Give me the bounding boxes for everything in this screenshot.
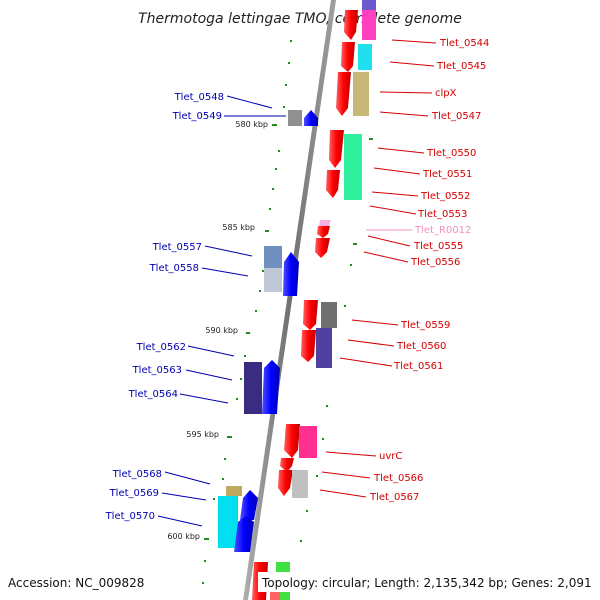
gene-label: Tlet_0558 — [149, 263, 199, 274]
position-ticks — [202, 40, 373, 584]
gene-box — [244, 362, 262, 414]
gene-label: Tlet_0570 — [105, 511, 155, 522]
gene-label: Tlet_0561 — [393, 361, 443, 372]
gene-label: Tlet_0568 — [112, 469, 162, 480]
gene-box — [353, 72, 369, 116]
gene-arrow — [341, 42, 355, 72]
kbp-label: 580 kbp — [235, 120, 268, 129]
gene-arrow — [329, 130, 344, 168]
reverse-genes — [218, 110, 318, 552]
right-leaders — [319, 39, 437, 498]
gene-label: Tlet_0563 — [132, 365, 182, 376]
gene-arrow — [303, 300, 318, 330]
gene-label: Tlet_0552 — [420, 191, 470, 202]
gene-label: Tlet_0562 — [136, 342, 186, 353]
gene-label: Tlet_R0012 — [414, 225, 471, 236]
gene-box — [288, 110, 302, 126]
accession-text: Accession: NC_009828 — [8, 576, 144, 590]
gene-label: Tlet_0567 — [369, 492, 419, 503]
gene-box — [358, 44, 372, 70]
kbp-label: 585 kbp — [222, 223, 255, 232]
gene-label: clpX — [435, 88, 457, 99]
gene-label: Tlet_0559 — [400, 320, 450, 331]
gene-box — [218, 496, 238, 548]
gene-label: Tlet_0566 — [373, 473, 423, 484]
gene-label: Tlet_0547 — [431, 111, 481, 122]
gene-arrow — [317, 226, 330, 238]
gene-box — [226, 486, 242, 496]
gene-label: Tlet_0548 — [174, 92, 224, 103]
map-title: Thermotoga lettingae TMO, complete genom… — [138, 11, 462, 27]
gene-label: uvrC — [379, 451, 402, 462]
gene-arrow — [283, 252, 299, 296]
gene-arrow — [284, 424, 300, 458]
gene-box — [292, 470, 308, 498]
gene-label: Tlet_0564 — [128, 389, 178, 400]
gene-label: Tlet_0557 — [152, 242, 202, 253]
kbp-label: 595 kbp — [186, 430, 219, 439]
gene-label: Tlet_0569 — [109, 488, 159, 499]
gene-label: Tlet_0545 — [436, 61, 486, 72]
gene-label: Tlet_0556 — [410, 257, 460, 268]
gene-label: Tlet_0553 — [417, 209, 467, 220]
kbp-label: 600 kbp — [167, 532, 200, 541]
gene-arrow — [262, 360, 280, 414]
gene-label: Tlet_0549 — [172, 111, 222, 122]
gene-label: Tlet_0550 — [426, 148, 476, 159]
gene-arrow — [315, 238, 330, 258]
gene-arrow — [234, 516, 254, 552]
gene-box — [321, 302, 337, 328]
gene-label: Tlet_0560 — [396, 341, 446, 352]
gene-box — [316, 328, 332, 368]
gene-arrow — [278, 470, 293, 496]
gene-label: Tlet_0551 — [422, 169, 472, 180]
gene-box — [344, 134, 362, 200]
kbp-label: 590 kbp — [205, 326, 238, 335]
gene-arrow — [240, 490, 258, 520]
forward-genes — [252, 0, 376, 600]
topology-text: Topology: circular; Length: 2,135,342 bp… — [261, 576, 592, 590]
gene-arrow — [280, 458, 294, 472]
genome-backbone — [243, 0, 336, 600]
gene-arrow — [301, 330, 316, 362]
gene-arrow — [336, 72, 351, 116]
gene-box — [299, 426, 317, 458]
gene-label: Tlet_0555 — [413, 241, 463, 252]
gene-arrow — [344, 10, 358, 40]
gene-label: Tlet_0544 — [439, 38, 489, 49]
left-leaders — [157, 95, 286, 527]
gene-arrow — [326, 170, 340, 198]
gene-arrow — [304, 110, 318, 126]
